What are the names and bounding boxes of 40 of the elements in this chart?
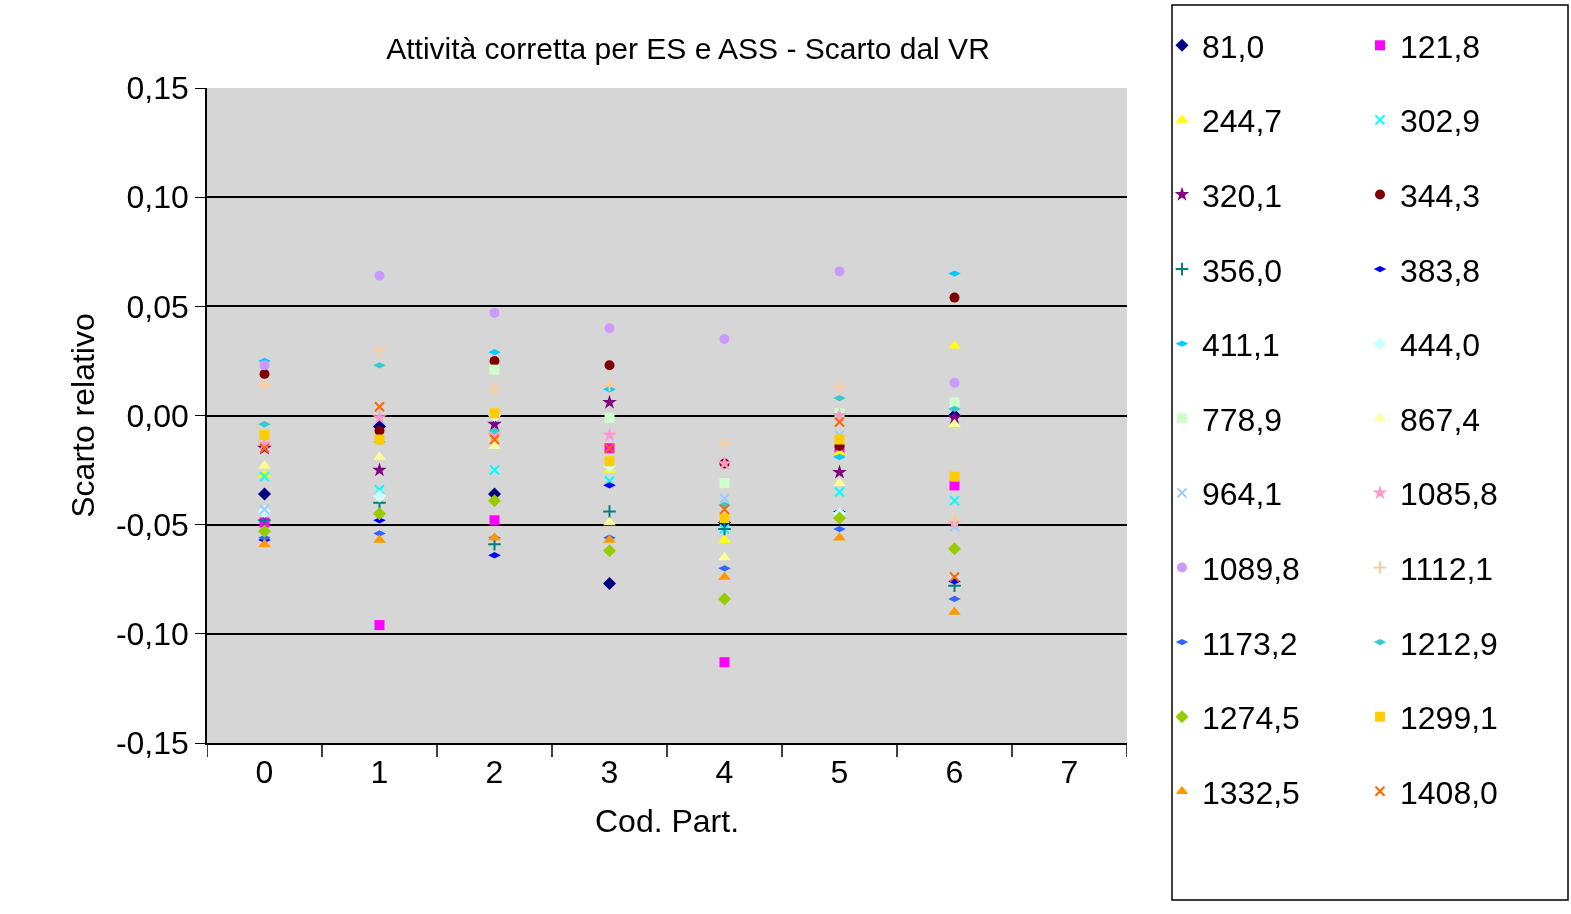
legend-label: 344,3 bbox=[1400, 177, 1481, 214]
legend-label: 356,0 bbox=[1202, 252, 1283, 289]
x-tick-label: 2 bbox=[485, 754, 504, 791]
legend-label: 1212,9 bbox=[1400, 625, 1498, 662]
legend-label: 244,7 bbox=[1202, 103, 1283, 140]
legend-label: 320,1 bbox=[1202, 177, 1283, 214]
x-tick-label: 6 bbox=[945, 754, 964, 791]
x-tick-label: 7 bbox=[1060, 754, 1079, 791]
x-tick-label: 5 bbox=[830, 754, 849, 791]
y-axis-title: Scarto relativo bbox=[64, 313, 101, 518]
x-tick-label: 0 bbox=[255, 754, 274, 791]
y-tick-label: -0,15 bbox=[115, 725, 189, 762]
legend-label: 778,9 bbox=[1202, 401, 1283, 438]
legend-label: 964,1 bbox=[1202, 476, 1283, 513]
legend-label: 121,8 bbox=[1400, 28, 1481, 65]
x-axis-title: Cod. Part. bbox=[594, 802, 740, 839]
legend-label: 1299,1 bbox=[1400, 700, 1498, 737]
y-tick-label: 0,15 bbox=[126, 70, 189, 107]
legend-label: 1408,0 bbox=[1400, 774, 1498, 811]
legend-label: 1274,5 bbox=[1202, 700, 1300, 737]
x-tick-label: 3 bbox=[600, 754, 619, 791]
y-tick-label: -0,10 bbox=[115, 616, 189, 653]
legend-label: 411,1 bbox=[1202, 327, 1280, 364]
chart-title: Attività corretta per ES e ASS - Scarto dal VR bbox=[386, 31, 990, 65]
y-tick-label: 0,05 bbox=[126, 288, 189, 325]
legend-label: 383,8 bbox=[1400, 252, 1481, 289]
x-tick-label: 4 bbox=[715, 754, 734, 791]
legend-label: 81,0 bbox=[1202, 28, 1265, 65]
y-tick-label: -0,05 bbox=[115, 506, 189, 543]
legend-label: 1085,8 bbox=[1400, 476, 1498, 513]
legend-label: 302,9 bbox=[1400, 103, 1481, 140]
y-tick-label: 0,10 bbox=[126, 179, 189, 216]
y-tick-label: 0,00 bbox=[126, 397, 189, 434]
x-tick-label: 1 bbox=[370, 754, 389, 791]
legend-label: 1173,2 bbox=[1202, 625, 1298, 662]
legend-label: 867,4 bbox=[1400, 401, 1481, 438]
legend-label: 1332,5 bbox=[1202, 774, 1300, 811]
legend-label: 444,0 bbox=[1400, 327, 1481, 364]
legend-label: 1089,8 bbox=[1202, 550, 1300, 587]
legend-label: 1112,1 bbox=[1400, 550, 1494, 587]
